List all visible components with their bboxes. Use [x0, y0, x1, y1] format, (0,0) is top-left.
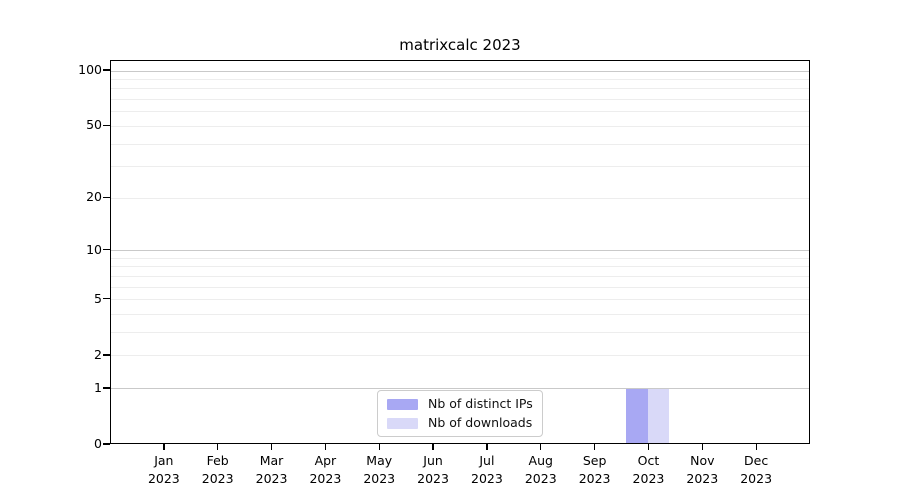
gridline-minor-60: [111, 111, 809, 113]
legend-entry-distinct-ips: Nb of distinct IPs: [387, 397, 533, 411]
gridline-major-100: [111, 70, 809, 72]
x-tick-may: [378, 444, 380, 450]
x-tick-label-mar: Mar 2023: [255, 453, 288, 486]
gridline-minor-8: [111, 266, 809, 268]
x-tick-label-jan: Jan 2023: [147, 453, 180, 486]
chart-title: matrixcalc 2023: [399, 36, 521, 54]
y-tick-20: [102, 196, 110, 198]
legend-swatch-downloads: [387, 417, 418, 429]
gridline-minor-40: [111, 143, 809, 145]
legend: Nb of distinct IPs Nb of downloads: [377, 390, 543, 437]
gridline-minor-7: [111, 275, 809, 277]
y-tick-10: [102, 249, 110, 251]
gridlines-layer: [111, 61, 809, 443]
gridline-minor-4: [111, 314, 809, 316]
x-tick-jul: [486, 444, 488, 450]
y-tick-100: [102, 69, 110, 71]
x-tick-nov: [701, 444, 703, 450]
bar-nb-of-distinct-ips-oct: [626, 388, 648, 444]
legend-label-downloads: Nb of downloads: [428, 415, 533, 430]
bars-layer: [111, 61, 809, 444]
y-tick-5: [102, 298, 110, 300]
x-tick-label-jul: Jul 2023: [471, 453, 503, 486]
x-tick-apr: [324, 444, 327, 450]
y-tick-label-1: 1: [94, 379, 102, 395]
gridline-major-10: [111, 250, 809, 252]
gridline-minor-5: [111, 299, 809, 301]
x-tick-mar: [270, 444, 273, 450]
gridline-minor-6: [111, 286, 809, 288]
x-tick-feb: [217, 444, 219, 450]
gridline-minor-50: [111, 125, 809, 127]
y-tick-label-20: 20: [86, 189, 102, 205]
legend-label-distinct-ips: Nb of distinct IPs: [428, 396, 533, 411]
gridline-minor-2: [111, 355, 809, 357]
legend-swatch-distinct-ips: [387, 398, 418, 410]
x-tick-aug: [540, 444, 542, 450]
x-tick-jun: [432, 444, 434, 450]
plot-area: [110, 60, 810, 444]
y-tick-0: [102, 443, 110, 445]
x-tick-label-aug: Aug 2023: [524, 453, 557, 486]
x-tick-label-feb: Feb 2023: [201, 453, 234, 486]
y-tick-label-2: 2: [94, 346, 102, 362]
y-tick-2: [102, 354, 110, 356]
x-tick-label-nov: Nov 2023: [686, 453, 719, 486]
x-tick-label-dec: Dec 2023: [740, 453, 773, 486]
x-tick-oct: [647, 444, 650, 450]
y-tick-label-10: 10: [86, 241, 102, 257]
x-tick-dec: [755, 444, 757, 450]
x-tick-label-may: May 2023: [363, 453, 396, 486]
y-tick-label-50: 50: [86, 117, 102, 133]
gridline-minor-90: [111, 78, 809, 80]
x-tick-label-oct: Oct 2023: [632, 453, 665, 486]
gridline-minor-20: [111, 197, 809, 199]
gridline-minor-80: [111, 88, 809, 90]
bar-nb-of-downloads-oct: [647, 388, 670, 444]
x-tick-sep: [594, 444, 596, 450]
gridline-minor-70: [111, 99, 809, 101]
x-tick-label-sep: Sep 2023: [578, 453, 611, 486]
gridline-minor-30: [111, 166, 809, 168]
legend-entry-downloads: Nb of downloads: [387, 416, 533, 430]
gridline-minor-9: [111, 257, 809, 259]
y-tick-1: [102, 387, 110, 389]
y-tick-label-100: 100: [78, 62, 102, 77]
gridline-major-1: [111, 388, 809, 390]
y-tick-50: [102, 124, 110, 127]
y-tick-label-5: 5: [94, 290, 102, 306]
gridline-minor-3: [111, 332, 809, 334]
y-tick-label-0: 0: [94, 436, 102, 451]
x-tick-label-apr: Apr 2023: [309, 453, 342, 486]
x-tick-jan: [163, 444, 165, 450]
x-tick-label-jun: Jun 2023: [417, 453, 449, 486]
